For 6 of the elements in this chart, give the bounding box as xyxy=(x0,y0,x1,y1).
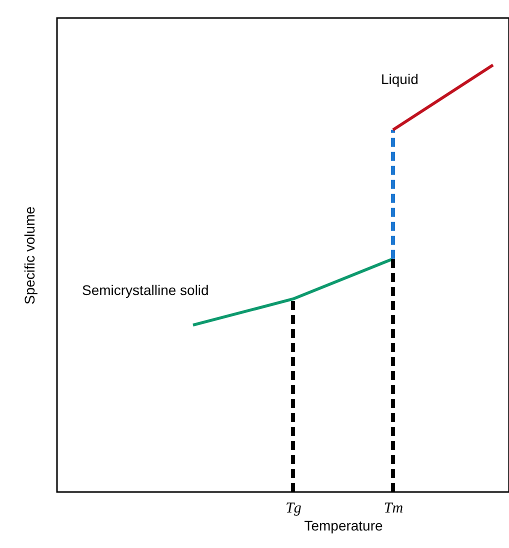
x-tick-label: Tm xyxy=(384,500,404,516)
y-axis-title: Specific volume xyxy=(22,206,38,305)
annotation: Liquid xyxy=(381,71,418,87)
x-tick-label: Tg xyxy=(286,500,302,516)
x-axis-title: Temperature xyxy=(304,518,384,534)
annotation: Semicrystalline solid xyxy=(82,282,209,298)
